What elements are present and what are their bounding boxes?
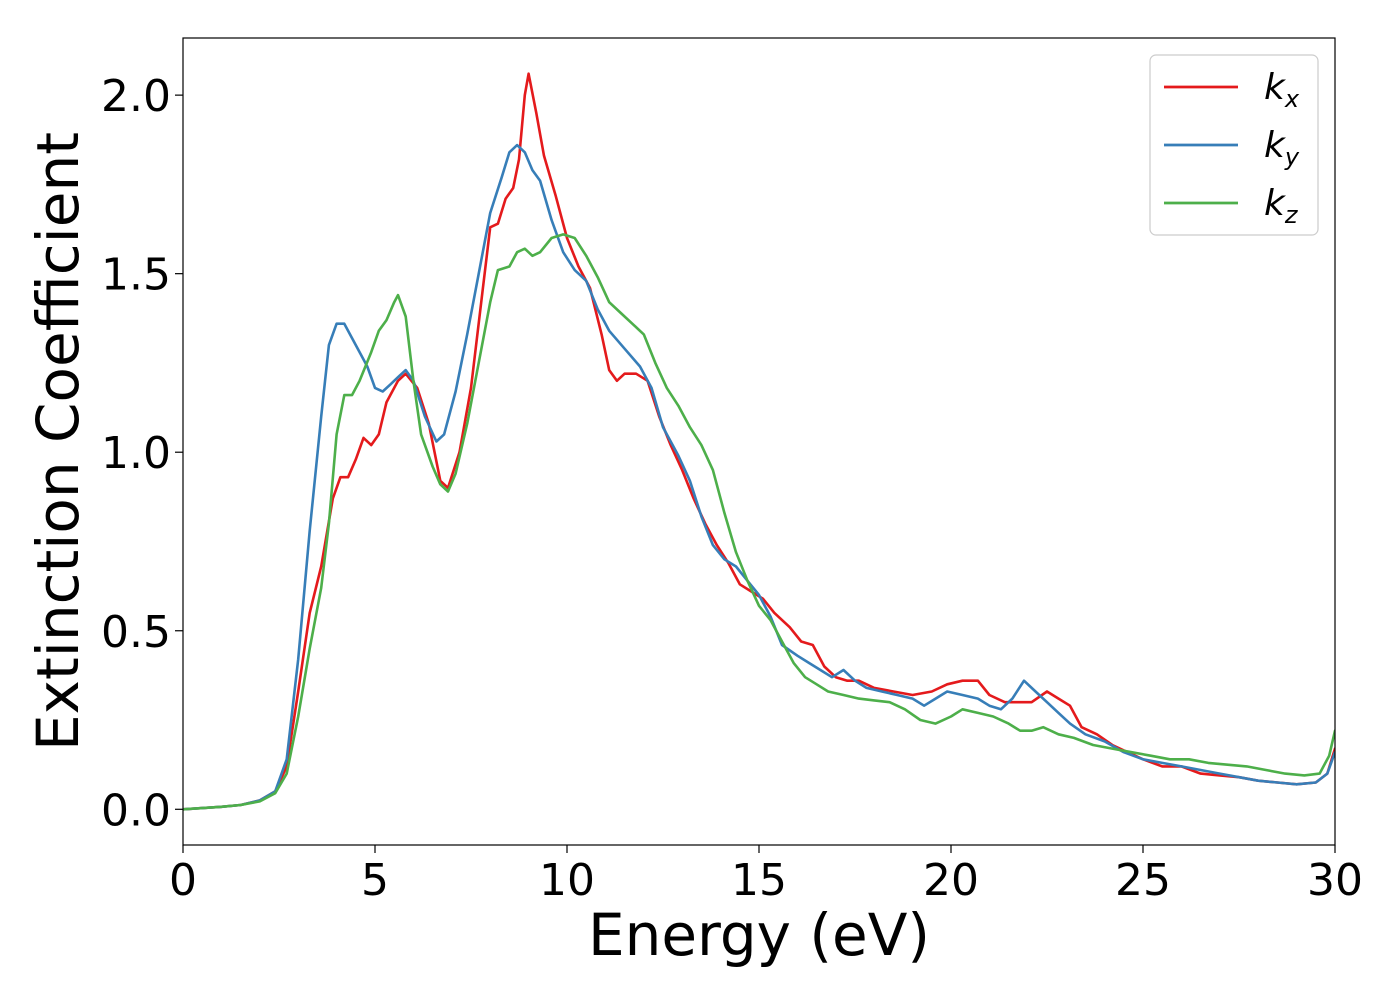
series-lines [183,72,1335,811]
x-tick-label: 25 [1115,855,1171,906]
y-tick-label: 1.5 [101,250,171,301]
y-tick-label: 2.0 [101,71,171,122]
x-axis-title: Energy (eV) [588,901,930,969]
x-tick-label: 0 [169,855,197,906]
legend-label-ky: ky [1264,125,1300,171]
series-line-kx [183,72,1335,811]
legend-label-kx: kx [1264,67,1300,113]
y-tick-label: 0.5 [101,607,171,658]
x-axis-ticks: 0 5 10 15 20 25 30 [169,845,1363,906]
x-tick-label: 15 [731,855,787,906]
legend: kx ky kz [1149,54,1319,236]
legend-label-kz: kz [1264,183,1299,229]
y-tick-label: 1.0 [101,428,171,479]
x-tick-label: 30 [1307,855,1363,906]
x-tick-label: 5 [361,855,389,906]
series-line-ky [183,143,1335,811]
series-line-kz [183,233,1335,811]
y-axis-title: Extinction Coefficient [24,132,92,751]
x-tick-label: 10 [539,855,595,906]
y-tick-label: 0.0 [101,785,171,836]
y-axis-ticks: 0.0 0.5 1.0 1.5 2.0 [101,71,183,836]
x-tick-label: 20 [923,855,979,906]
